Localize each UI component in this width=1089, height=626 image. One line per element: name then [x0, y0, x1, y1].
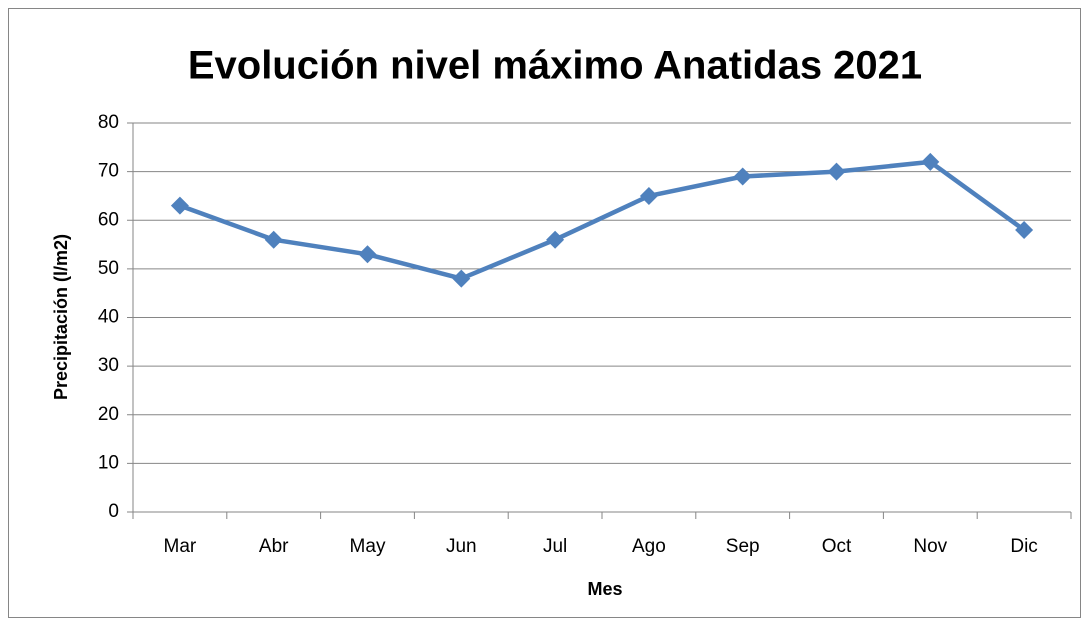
data-marker: [827, 162, 846, 181]
data-marker: [452, 269, 471, 288]
y-tick-label: 40: [98, 307, 119, 328]
y-tick-label: 20: [98, 404, 119, 425]
y-tick-label: 80: [98, 112, 119, 133]
x-tick-label: Abr: [259, 536, 289, 557]
x-tick-label: Oct: [822, 536, 852, 557]
x-tick-label: Jun: [446, 536, 477, 557]
data-marker: [546, 230, 565, 249]
x-tick-label: Jul: [543, 536, 567, 557]
data-marker: [1015, 220, 1034, 239]
x-axis-title: Mes: [587, 579, 622, 599]
data-marker: [921, 152, 940, 171]
data-marker: [264, 230, 283, 249]
x-tick-label: Sep: [726, 536, 760, 557]
y-tick-label: 70: [98, 161, 119, 182]
data-line: [179, 159, 1026, 281]
data-marker: [358, 245, 377, 264]
x-tick-label: Ago: [632, 536, 666, 557]
data-marker: [170, 196, 189, 215]
data-marker: [639, 186, 658, 205]
x-tick-label: Nov: [913, 536, 947, 557]
data-marker: [733, 167, 752, 186]
y-tick-label: 0: [108, 501, 119, 522]
y-axis-title: Precipitación (l/m2): [51, 234, 71, 400]
chart-title: Evolución nivel máximo Anatidas 2021: [188, 44, 922, 88]
chart-border: [8, 8, 1081, 618]
x-tick-label: May: [350, 536, 386, 557]
y-tick-label: 50: [98, 258, 119, 279]
y-tick-label: 30: [98, 355, 119, 376]
y-tick-label: 60: [98, 209, 119, 230]
x-tick-label: Mar: [164, 536, 197, 557]
y-tick-label: 10: [98, 452, 119, 473]
x-tick-label: Dic: [1010, 536, 1037, 557]
